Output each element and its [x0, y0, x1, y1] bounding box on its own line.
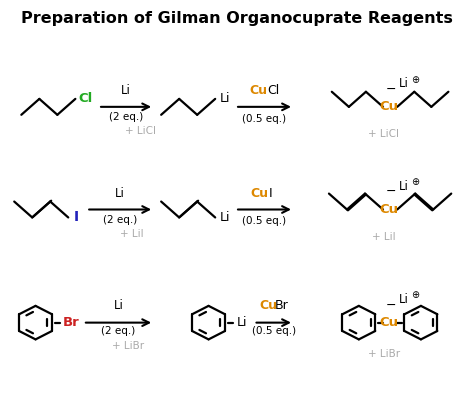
Text: Li: Li [121, 84, 131, 98]
Text: (2 eq.): (2 eq.) [101, 326, 136, 336]
Text: Li: Li [237, 316, 247, 329]
Text: + LiI: + LiI [120, 229, 144, 239]
Text: ⊕: ⊕ [410, 290, 419, 300]
Text: Cu: Cu [379, 100, 398, 114]
Text: + LiI: + LiI [372, 232, 396, 242]
Text: + LiCl: + LiCl [125, 126, 156, 136]
Text: (2 eq.): (2 eq.) [103, 215, 137, 225]
Text: (0.5 eq.): (0.5 eq.) [242, 114, 287, 124]
Text: Cl: Cl [267, 84, 279, 98]
Text: Br: Br [274, 298, 288, 312]
Text: Li: Li [219, 211, 230, 224]
Text: (0.5 eq.): (0.5 eq.) [252, 326, 296, 336]
Text: Li: Li [115, 187, 125, 200]
Text: Cu: Cu [250, 84, 268, 98]
Text: −: − [386, 83, 396, 96]
Text: ⊕: ⊕ [410, 177, 419, 187]
Text: + LiCl: + LiCl [368, 129, 400, 139]
Text: Li: Li [114, 298, 123, 312]
Text: Li: Li [219, 92, 230, 106]
Text: (2 eq.): (2 eq.) [109, 112, 143, 122]
Text: I: I [74, 210, 79, 225]
Text: −: − [386, 185, 396, 199]
Text: Br: Br [63, 316, 80, 329]
Text: Li: Li [399, 180, 409, 193]
Text: Li: Li [399, 77, 409, 91]
Text: ⊕: ⊕ [410, 75, 419, 85]
Text: Cu: Cu [251, 187, 269, 200]
Text: −: − [386, 298, 396, 312]
Text: Li: Li [399, 293, 409, 306]
Text: I: I [268, 187, 272, 200]
Text: + LiBr: + LiBr [112, 341, 144, 351]
Text: Preparation of Gilman Organocuprate Reagents: Preparation of Gilman Organocuprate Reag… [21, 11, 453, 26]
Text: Cu: Cu [379, 316, 398, 329]
Text: Cu: Cu [379, 203, 398, 216]
Text: + LiBr: + LiBr [368, 349, 400, 359]
Text: (0.5 eq.): (0.5 eq.) [242, 216, 287, 226]
Text: Cl: Cl [79, 92, 93, 106]
Text: Cu: Cu [259, 298, 277, 312]
